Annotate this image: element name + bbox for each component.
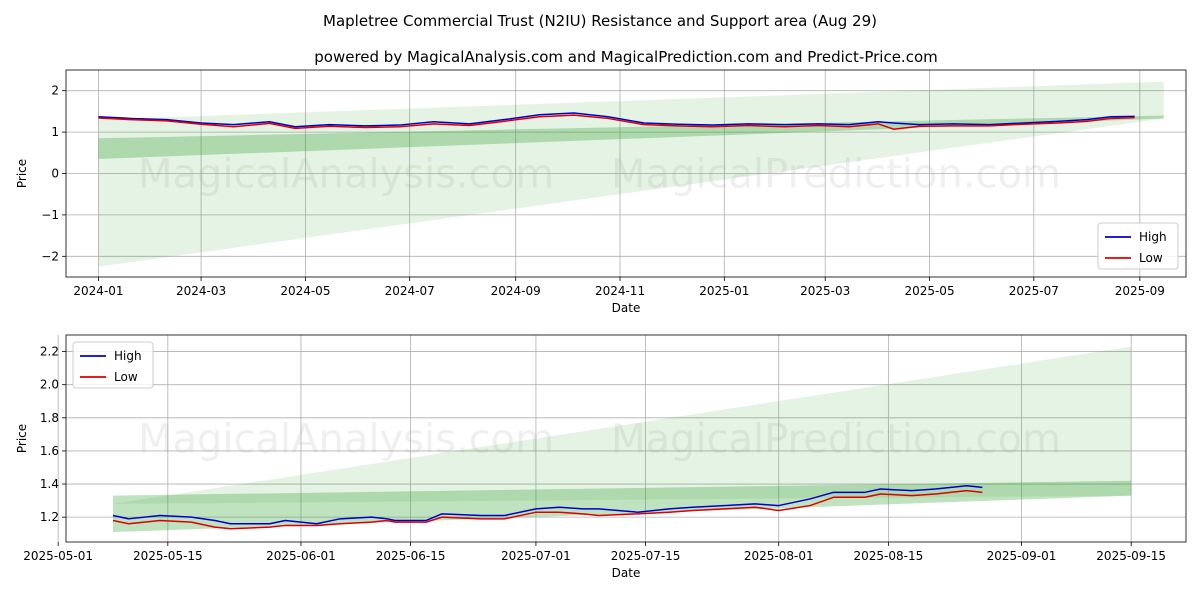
y-axis-label: Price [15, 424, 29, 453]
legend: High Low [1097, 222, 1179, 270]
x-tick-label: 2024-11 [595, 284, 645, 298]
legend-label-high: High [114, 349, 142, 363]
y-tick-label: −1 [41, 208, 59, 222]
y-axis-label: Price [15, 159, 29, 188]
x-axis: 2025-05-01 2025-05-15 2025-06-01 2025-06-15… [23, 542, 1166, 580]
series-lines [98, 112, 1135, 130]
x-tick-label: 2025-09-15 [1096, 549, 1166, 563]
x-axis-label: Date [612, 566, 641, 580]
x-tick-label: 2024-01 [73, 284, 123, 298]
x-tick-label: 2025-06-01 [266, 549, 336, 563]
series-lines [112, 484, 983, 530]
band-area [98, 115, 1164, 160]
y-axis: −2 −1 0 1 2 Price [15, 84, 66, 263]
x-tick-label: 2025-09-01 [987, 549, 1057, 563]
chart-title: Mapletree Commercial Trust (N2IU) Resist… [323, 12, 877, 30]
y-axis: 1.2 1.4 1.6 1.8 2.0 2.2 Price [15, 345, 66, 524]
watermark-text: MagicalAnalysis.com [138, 417, 554, 463]
x-tick-label: 2025-07-01 [501, 549, 571, 563]
band-area [112, 346, 1132, 504]
x-tick-label: 2024-09 [491, 284, 541, 298]
x-tick-label: 2025-07 [1009, 284, 1059, 298]
watermark-text: MagicalAnalysis.com [138, 152, 554, 198]
x-tick-label: 2025-01 [699, 284, 749, 298]
x-tick-label: 2025-08-15 [854, 549, 924, 563]
bottom-panel: MagicalAnalysis.com MagicalPrediction.com… [15, 334, 1187, 580]
band-area [112, 480, 1132, 533]
y-tick-label: 0 [51, 167, 59, 181]
x-tick-label: 2024-07 [385, 284, 435, 298]
grid [66, 70, 1186, 277]
y-tick-label: 2.2 [40, 345, 59, 359]
legend-label-low: Low [114, 370, 138, 384]
watermark-text: MagicalPrediction.com [611, 152, 1061, 198]
y-tick-label: 2 [51, 84, 59, 98]
top-panel: MagicalAnalysis.com MagicalPrediction.com… [15, 69, 1187, 315]
series-line-high [112, 484, 983, 525]
y-tick-label: −2 [41, 249, 59, 263]
x-tick-label: 2025-08-01 [744, 549, 814, 563]
x-tick-label: 2025-05-01 [23, 549, 93, 563]
watermark-text: MagicalPrediction.com [611, 417, 1061, 463]
legend: High Low [72, 341, 154, 389]
x-tick-label: 2025-07-15 [611, 549, 681, 563]
x-tick-label: 2024-03 [176, 284, 226, 298]
y-tick-label: 1 [51, 125, 59, 139]
series-line-low [98, 114, 1135, 130]
series-line-high [98, 112, 1135, 128]
y-tick-label: 1.2 [40, 510, 59, 524]
legend-label-low: Low [1139, 251, 1163, 265]
x-tick-label: 2025-05-15 [133, 549, 203, 563]
x-tick-label: 2025-06-15 [376, 549, 446, 563]
x-axis: 2024-01 2024-03 2024-05 2024-07 2024-09 2024-… [73, 277, 1165, 315]
grid [57, 335, 1186, 542]
y-tick-label: 1.6 [40, 444, 59, 458]
y-tick-label: 1.8 [40, 411, 59, 425]
x-tick-label: 2025-03 [800, 284, 850, 298]
y-tick-label: 1.4 [40, 477, 59, 491]
legend-label-high: High [1139, 230, 1167, 244]
x-axis-label: Date [612, 301, 641, 315]
support-resistance-bands [112, 346, 1132, 533]
x-tick-label: 2025-09 [1115, 284, 1165, 298]
x-tick-label: 2024-05 [280, 284, 330, 298]
series-line-low [112, 489, 983, 530]
chart-subtitle: powered by MagicalAnalysis.com and Magic… [314, 48, 938, 66]
y-tick-label: 2.0 [40, 378, 59, 392]
plot-frame [65, 334, 1187, 543]
x-tick-label: 2025-05 [904, 284, 954, 298]
